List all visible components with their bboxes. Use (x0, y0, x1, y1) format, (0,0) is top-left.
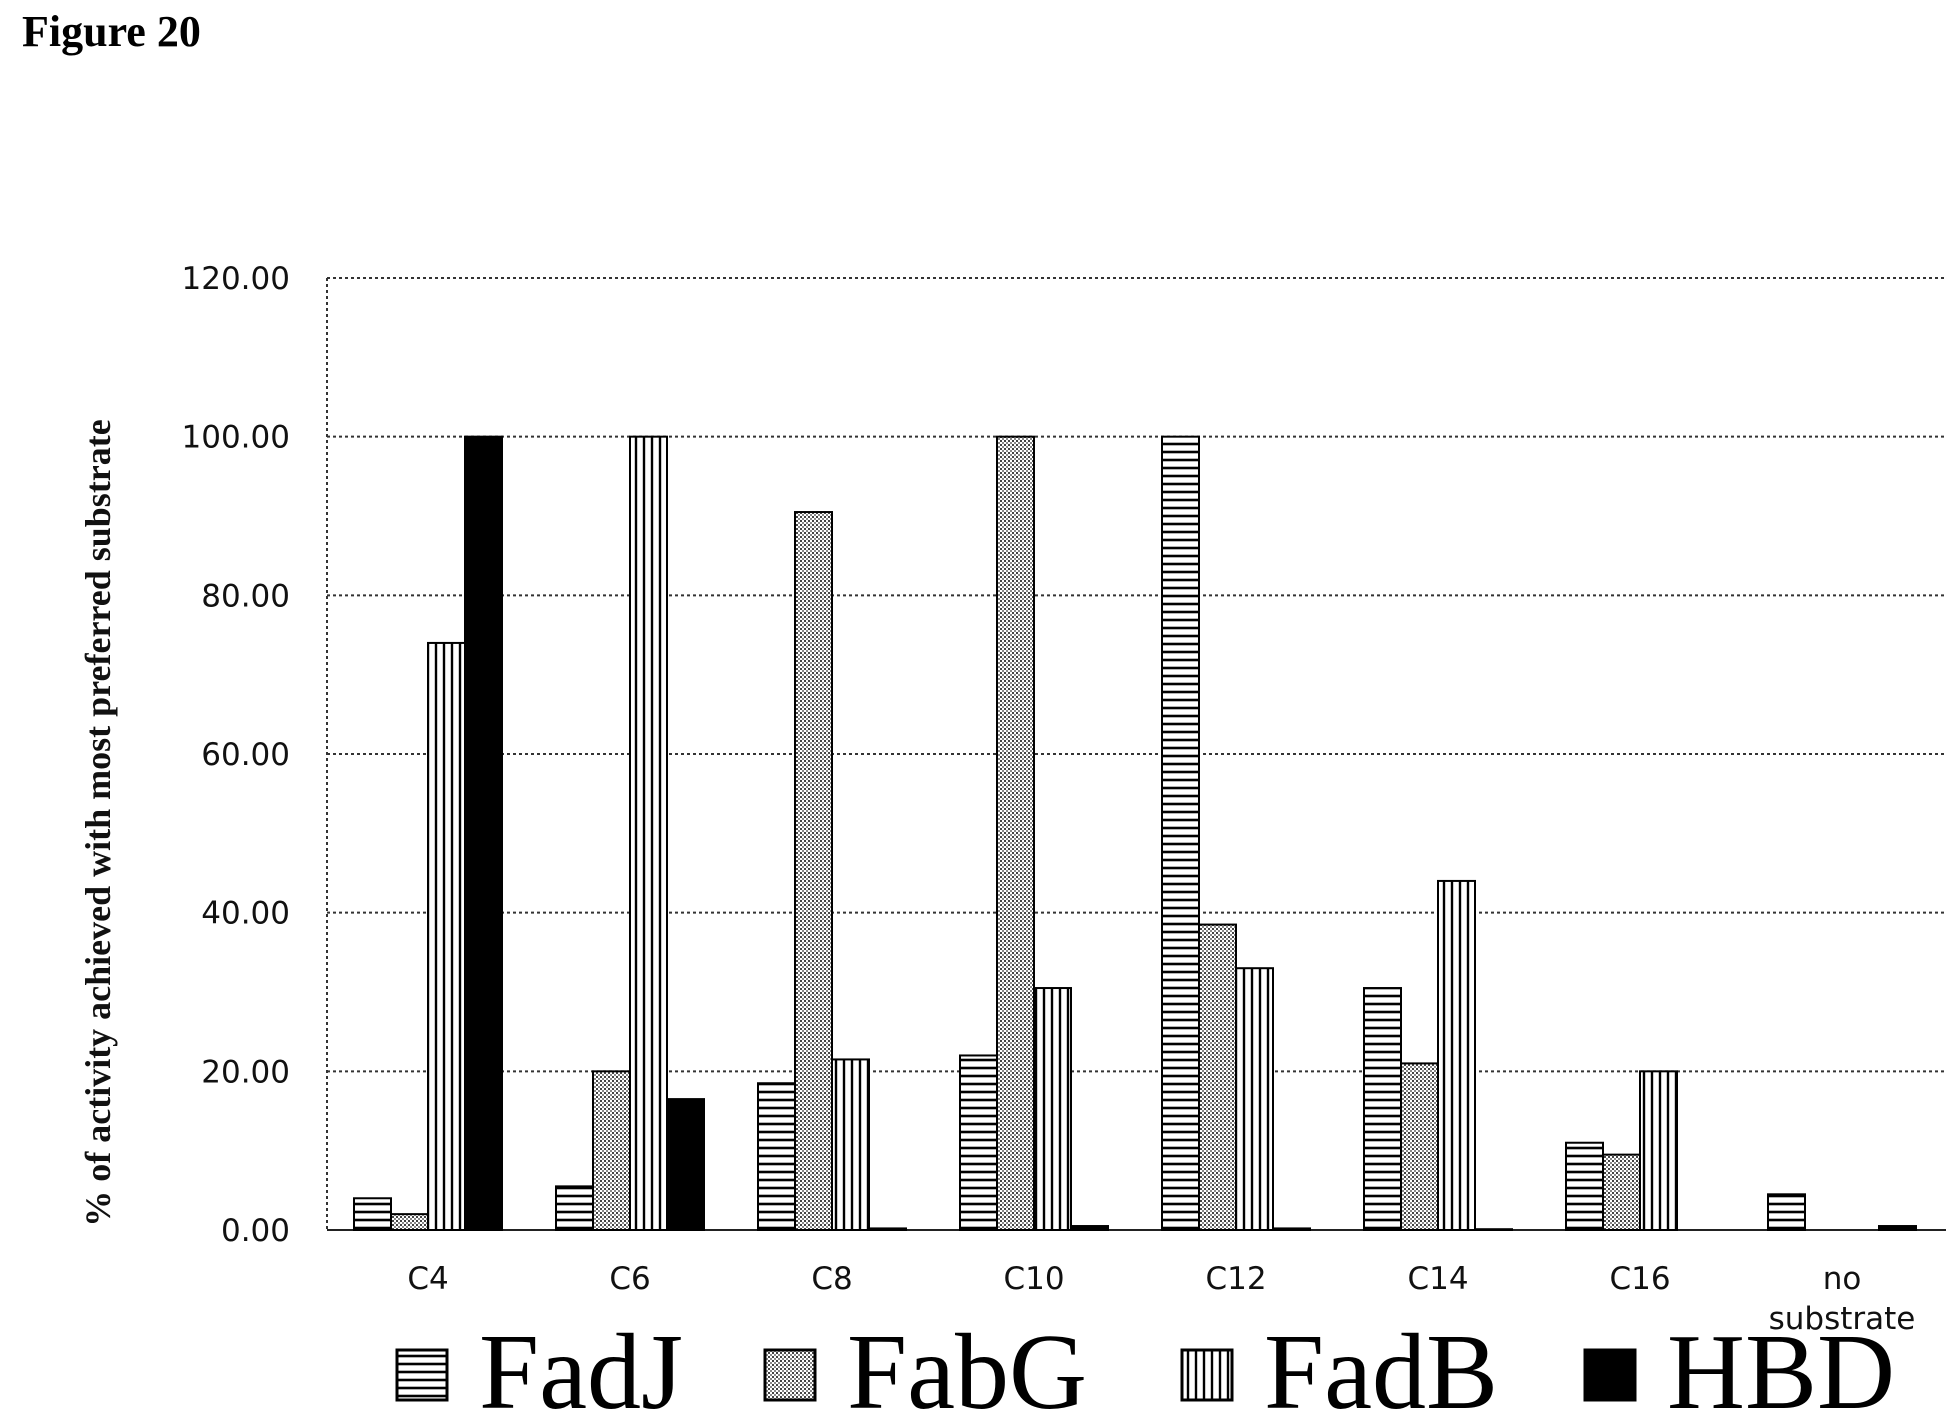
bar-hbd-c4 (464, 435, 503, 1231)
bar-fadj-c6 (555, 1185, 594, 1232)
x-tick-label: C14 (1407, 1261, 1468, 1297)
bar-fadj-c14 (1363, 987, 1402, 1231)
figure-label: Figure 20 (22, 7, 201, 56)
x-tick-label: C16 (1609, 1261, 1670, 1297)
x-tick-label: C4 (407, 1261, 448, 1297)
x-tick-label: C6 (609, 1261, 650, 1297)
bar-hbd-c8 (868, 1227, 907, 1231)
bar-fadb-c8 (831, 1058, 870, 1232)
bar-fadb-c10 (1033, 987, 1072, 1231)
bar-hbd-no-substrate (1878, 1225, 1917, 1231)
legend: FadJ FabG FadB HBD (395, 1313, 1895, 1424)
bars (353, 435, 1917, 1232)
bar-fabg-c16 (1602, 1153, 1641, 1231)
bar-fabg-c12 (1198, 923, 1237, 1231)
legend-swatch-hbd (1583, 1348, 1637, 1402)
bar-fabg-c6 (592, 1070, 631, 1232)
x-tick-label: substrate (1769, 1301, 1916, 1337)
bar-fadb-c12 (1235, 967, 1274, 1231)
legend-label-hbd: HBD (1667, 1313, 1895, 1424)
bar-fadb-c6 (629, 435, 668, 1231)
bar-hbd-c12 (1272, 1227, 1311, 1231)
x-tick-label: C12 (1205, 1261, 1266, 1297)
y-tick-labels: 0.00 20.00 40.00 60.00 80.00 100.00 120.00 (182, 261, 290, 1249)
bar-fadj-c4 (353, 1197, 392, 1232)
legend-swatch-fadj (395, 1348, 449, 1402)
legend-label-fabg: FabG (847, 1313, 1087, 1424)
bar-hbd-c10 (1070, 1225, 1109, 1231)
y-tick-label: 80.00 (201, 578, 290, 614)
y-tick-label: 60.00 (201, 737, 290, 773)
legend-label-fadj: FadJ (479, 1313, 683, 1424)
y-tick-label: 120.00 (182, 261, 290, 297)
bar-fadb-c16 (1639, 1070, 1678, 1232)
legend-swatch-fabg (763, 1348, 817, 1402)
bar-fadj-c8 (757, 1082, 796, 1231)
gridlines (327, 277, 1946, 1073)
legend-label-fadb: FadB (1264, 1313, 1498, 1424)
bar-fabg-c10 (996, 435, 1035, 1231)
bar-fadb-c4 (427, 641, 466, 1231)
x-tick-label: C10 (1003, 1261, 1064, 1297)
bar-fadj-c16 (1565, 1141, 1604, 1231)
y-tick-label: 0.00 (221, 1213, 290, 1249)
bar-fabg-c4 (390, 1213, 429, 1231)
x-tick-label: no (1823, 1261, 1862, 1297)
legend-swatch-fadb (1180, 1348, 1234, 1402)
bar-fadj-no-substrate (1767, 1193, 1806, 1232)
bar-fabg-c8 (794, 511, 833, 1231)
x-tick-labels: C4 C6 C8 C10 C12 C14 C16 no substrate (407, 1261, 1915, 1337)
y-tick-label: 100.00 (182, 420, 290, 456)
x-tick-label: C8 (811, 1261, 852, 1297)
bar-hbd-c14 (1474, 1228, 1513, 1231)
y-tick-label: 40.00 (201, 896, 290, 932)
y-tick-label: 20.00 (201, 1054, 290, 1090)
y-axis-label: % of activity achieved with most preferr… (78, 419, 118, 1227)
bar-fadb-c14 (1437, 879, 1476, 1232)
bar-fadj-c12 (1161, 435, 1200, 1231)
bar-hbd-c6 (666, 1098, 705, 1231)
bar-fabg-c14 (1400, 1062, 1439, 1232)
bar-fadj-c10 (959, 1054, 998, 1232)
